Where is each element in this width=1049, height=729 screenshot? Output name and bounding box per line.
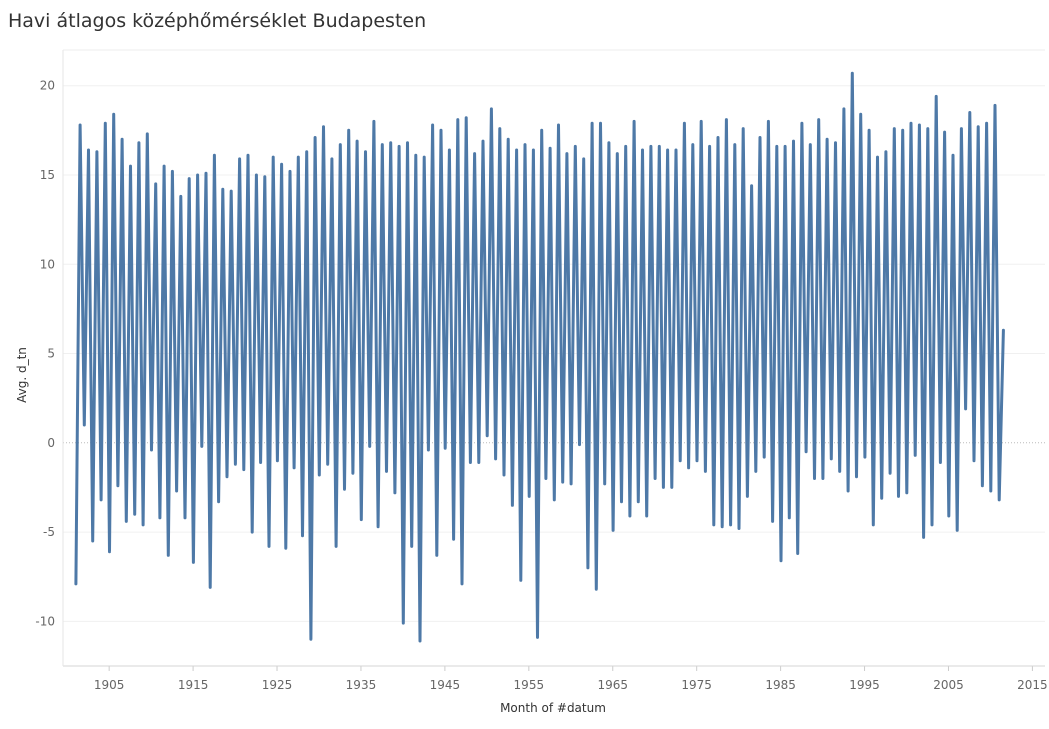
y-tick-label: 10 <box>40 257 55 271</box>
x-tick-label: 1985 <box>765 678 796 692</box>
x-tick-label: 1955 <box>514 678 545 692</box>
x-tick-label: 1975 <box>681 678 712 692</box>
y-axis-ticks: -10 -5 0 5 10 15 20 <box>35 79 55 629</box>
x-tick-label: 1935 <box>346 678 377 692</box>
y-tick-label: 0 <box>47 436 55 450</box>
y-tick-label: 15 <box>40 168 55 182</box>
y-tick-label: 20 <box>40 79 55 93</box>
x-axis-label: Month of #datum <box>500 701 606 715</box>
chart-title: Havi átlagos középhőmérséklet Budapesten <box>8 10 427 32</box>
y-tick-label: -10 <box>35 614 55 628</box>
x-tick-label: 2015 <box>1017 678 1048 692</box>
x-tick-label: 1995 <box>849 678 880 692</box>
x-tick-label: 2005 <box>933 678 964 692</box>
x-axis-ticks: 1905 1915 1925 1935 1945 1955 1965 1975 1985 1995… <box>94 666 1048 692</box>
x-tick-label: 1905 <box>94 678 125 692</box>
x-tick-label: 1925 <box>262 678 293 692</box>
temperature-series-line <box>74 71 1005 643</box>
x-tick-label: 1915 <box>178 678 209 692</box>
y-axis-label: Avg. d_tn <box>15 347 29 403</box>
x-tick-label: 1965 <box>597 678 628 692</box>
x-tick-label: 1945 <box>430 678 461 692</box>
y-tick-label: 5 <box>47 347 55 361</box>
y-tick-label: -5 <box>43 525 55 539</box>
